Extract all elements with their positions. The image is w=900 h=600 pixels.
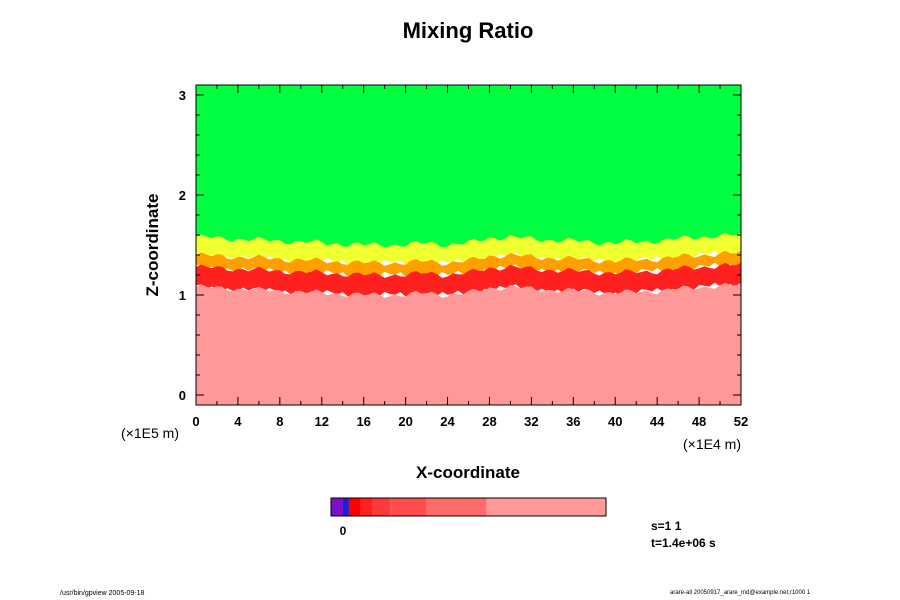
x-tick-label: 48 — [692, 414, 706, 429]
colorbar-segment — [331, 498, 343, 516]
y-tick-label: 2 — [179, 188, 186, 203]
colorbar-segment — [372, 498, 391, 516]
x-tick-label: 16 — [356, 414, 370, 429]
y-tick-label: 3 — [179, 88, 186, 103]
y-scale-label: (×1E5 m) — [121, 425, 179, 441]
colorbar-segment — [486, 498, 606, 516]
colorbar-frame — [330, 497, 607, 517]
x-tick-label: 44 — [650, 414, 665, 429]
region-lower — [196, 282, 741, 405]
y-tick-label: 1 — [179, 288, 186, 303]
colorbar-segment — [348, 498, 361, 516]
x-tick-label: 20 — [398, 414, 412, 429]
y-axis-label: Z-coordinate — [143, 194, 162, 297]
x-tick-label: 52 — [734, 414, 748, 429]
region-upper — [196, 85, 741, 254]
colorbar — [330, 497, 607, 517]
x-tick-label: 28 — [482, 414, 496, 429]
x-tick-label: 4 — [234, 414, 242, 429]
footer-right: arare-all 20050917_arare_md@example.net,… — [670, 590, 811, 596]
x-tick-label: 0 — [192, 414, 199, 429]
annotation-block: s=1 1 t=1.4e+06 s — [651, 518, 716, 552]
colorbar-segment — [342, 498, 349, 516]
x-scale-label: (×1E4 m) — [683, 436, 741, 452]
x-tick-label: 32 — [524, 414, 538, 429]
x-tick-label: 36 — [566, 414, 580, 429]
s-label: s=1 1 — [651, 519, 682, 533]
y-tick-label: 0 — [179, 388, 186, 403]
chart-title: Mixing Ratio — [403, 18, 534, 43]
colorbar-segment — [426, 498, 487, 516]
x-tick-label: 40 — [608, 414, 622, 429]
colorbar-label: 0 — [340, 524, 347, 538]
region-interface-red — [196, 262, 741, 299]
footer-left: /usr/bin/gpview 2005-09-18 — [60, 590, 145, 597]
region-transition-orange — [196, 250, 741, 279]
region-transition-yellow — [196, 232, 741, 267]
x-tick-label: 12 — [315, 414, 329, 429]
plot-area — [196, 85, 741, 405]
t-label: t=1.4e+06 s — [651, 536, 716, 550]
colorbar-segment — [390, 498, 427, 516]
colorbar-segment — [360, 498, 373, 516]
x-tick-label: 8 — [276, 414, 283, 429]
x-axis-label: X-coordinate — [416, 463, 520, 482]
x-tick-label: 24 — [440, 414, 455, 429]
